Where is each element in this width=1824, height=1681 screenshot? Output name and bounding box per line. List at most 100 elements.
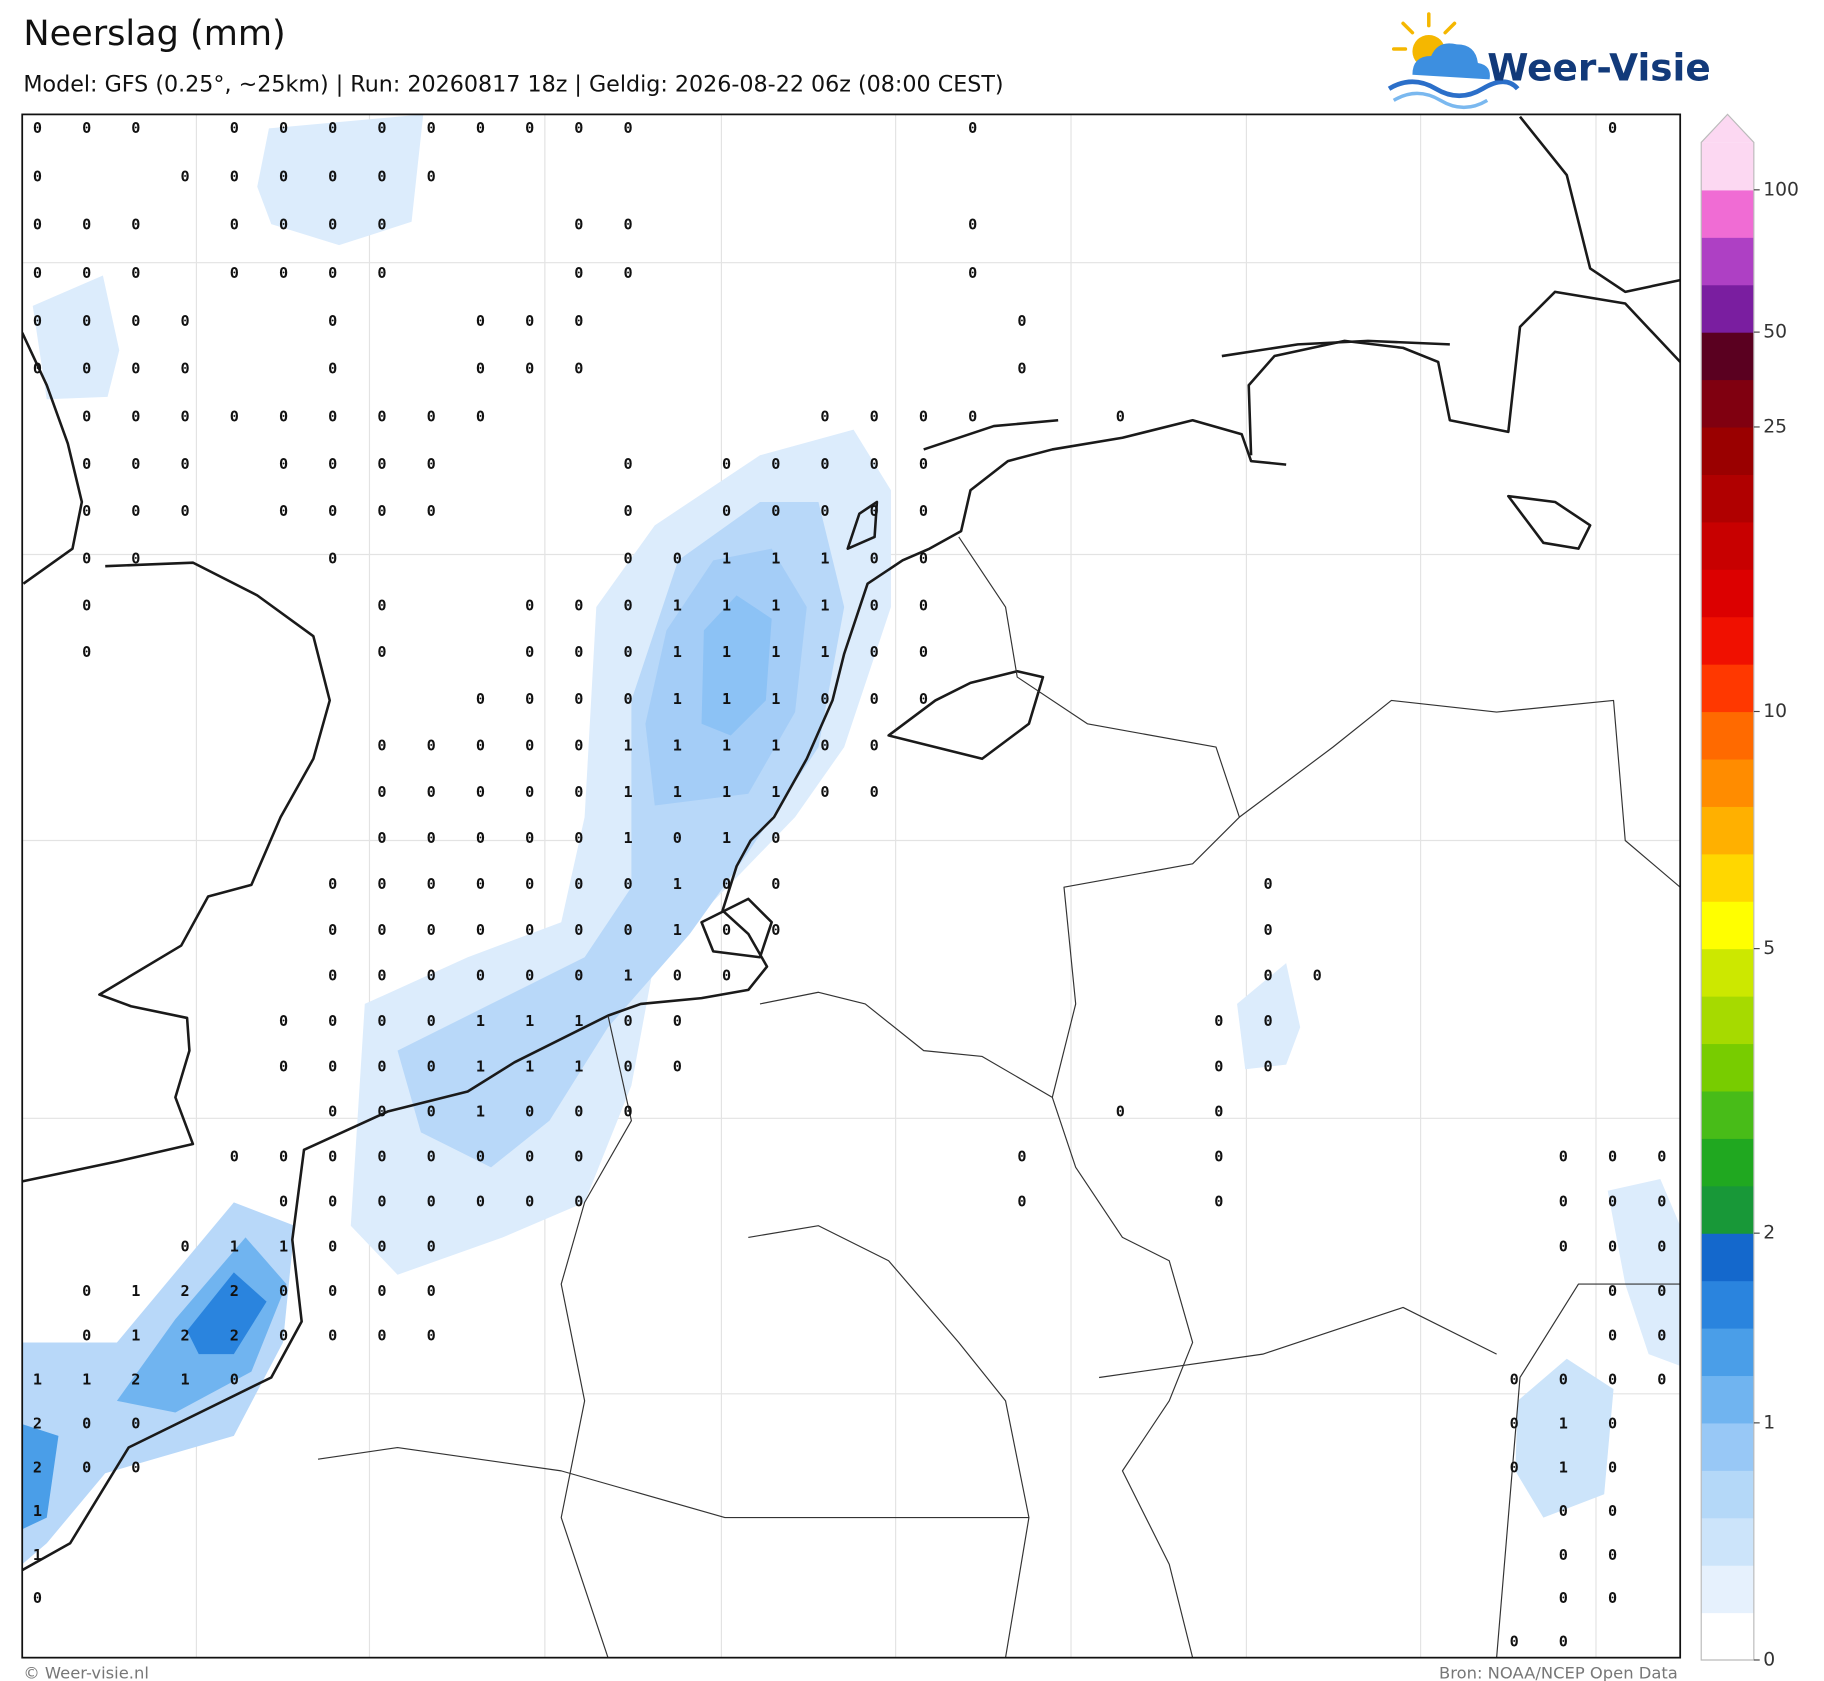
colorbar-band	[1701, 1280, 1754, 1329]
precip-value: 1	[131, 1326, 140, 1344]
precip-value: 0	[82, 549, 91, 567]
precip-value: 0	[328, 455, 337, 473]
precip-value: 0	[525, 829, 534, 847]
precip-value: 0	[377, 1148, 386, 1166]
precip-value: 0	[820, 455, 829, 473]
precip-value: 0	[476, 736, 485, 754]
precip-value: 0	[328, 119, 337, 137]
precip-value: 0	[82, 643, 91, 661]
precip-value: 0	[427, 1148, 436, 1166]
colorbar-band	[1701, 806, 1754, 855]
precip-value: 0	[427, 1103, 436, 1121]
precip-value: 1	[525, 1012, 534, 1030]
precip-value: 0	[1214, 1057, 1223, 1075]
precip-value: 0	[574, 216, 583, 234]
precip-value: 0	[181, 407, 190, 425]
precip-value: 0	[574, 596, 583, 614]
precip-value: 0	[82, 502, 91, 520]
precip-value: 1	[722, 829, 731, 847]
precip-value: 1	[673, 875, 682, 893]
precip-value: 0	[377, 967, 386, 985]
precip-value: 0	[722, 967, 731, 985]
precip-value: 0	[377, 596, 386, 614]
precip-value: 1	[1559, 1458, 1568, 1476]
precip-value: 0	[919, 690, 928, 708]
precip-value: 0	[919, 596, 928, 614]
precip-value: 0	[870, 455, 879, 473]
precip-value: 0	[279, 1326, 288, 1344]
precip-value: 0	[279, 1012, 288, 1030]
colorbar-band	[1701, 948, 1754, 997]
precip-value: 0	[82, 360, 91, 378]
precip-value: 0	[1017, 1193, 1026, 1211]
precip-value: 0	[279, 119, 288, 137]
precip-value: 0	[1263, 921, 1272, 939]
precip-value: 0	[377, 643, 386, 661]
precip-value: 0	[574, 119, 583, 137]
precip-value: 0	[624, 1103, 633, 1121]
colorbar-tick-label: 50	[1763, 322, 1787, 343]
precip-value: 2	[181, 1326, 190, 1344]
map-area: 0 0 0 0 0 0 0 0 0 0 0 0 0 0 0 0 0 0 0 0 0 0 0 0 0 0 0 0 0 0 0 0 0 0 0 0 0 0 0 0…	[22, 114, 1681, 1658]
precip-value: 0	[279, 1193, 288, 1211]
precip-value: 0	[328, 549, 337, 567]
precip-value: 1	[771, 736, 780, 754]
precip-value: 0	[1263, 1057, 1272, 1075]
precip-value: 1	[279, 1237, 288, 1255]
graticule	[22, 114, 1681, 1658]
precip-value: 0	[328, 967, 337, 985]
precip-value: 0	[525, 921, 534, 939]
precip-value: 0	[33, 167, 42, 185]
colorbar-band	[1701, 1470, 1754, 1519]
precip-value: 0	[377, 1103, 386, 1121]
precip-value: 0	[427, 829, 436, 847]
precip-value: 0	[476, 967, 485, 985]
precip-value: 1	[33, 1371, 42, 1389]
precip-value: 0	[476, 119, 485, 137]
precip-value: 0	[82, 119, 91, 137]
precip-value: 1	[722, 690, 731, 708]
precip-value: 0	[427, 1057, 436, 1075]
precip-value: 0	[1657, 1237, 1666, 1255]
precip-value: 0	[1510, 1371, 1519, 1389]
map-frame	[21, 113, 1682, 1659]
precip-value: 0	[328, 1012, 337, 1030]
precip-value: 0	[1559, 1589, 1568, 1607]
borders	[317, 536, 1681, 1658]
coastlines	[22, 115, 1681, 1572]
precip-value: 0	[624, 690, 633, 708]
precip-value: 1	[820, 596, 829, 614]
subtitle: Model: GFS (0.25°, ~25km) | Run: 2026081…	[23, 72, 1003, 98]
precip-value: 0	[181, 360, 190, 378]
colorbar-band	[1701, 1375, 1754, 1424]
precip-value: 0	[968, 119, 977, 137]
colorbar-band	[1701, 142, 1754, 191]
precip-value: 0	[377, 921, 386, 939]
precip-value: 0	[624, 643, 633, 661]
precip-value: 0	[1559, 1193, 1568, 1211]
logo-wave	[1387, 79, 1520, 99]
precip-value: 0	[624, 119, 633, 137]
precip-value: 1	[722, 549, 731, 567]
precip-value: 0	[1657, 1193, 1666, 1211]
logo-cloud	[1412, 43, 1490, 80]
precip-value: 0	[1608, 1326, 1617, 1344]
colorbar-band	[1701, 237, 1754, 286]
precip-value: 1	[673, 783, 682, 801]
precip-value: 0	[328, 1103, 337, 1121]
precip-value: 1	[673, 690, 682, 708]
colorbar-tick-label: 5	[1763, 938, 1775, 959]
precip-value: 0	[476, 829, 485, 847]
precip-value: 0	[328, 1326, 337, 1344]
precip-value: 1	[722, 643, 731, 661]
precip-value: 0	[525, 1103, 534, 1121]
precip-value: 0	[1608, 1458, 1617, 1476]
colorbar-band	[1701, 1328, 1754, 1377]
precip-value: 0	[820, 736, 829, 754]
precip-value: 0	[279, 264, 288, 282]
precip-value: 0	[574, 690, 583, 708]
precip-value: 0	[131, 407, 140, 425]
precip-value: 0	[1263, 1012, 1272, 1030]
colorbar-band	[1701, 664, 1754, 713]
